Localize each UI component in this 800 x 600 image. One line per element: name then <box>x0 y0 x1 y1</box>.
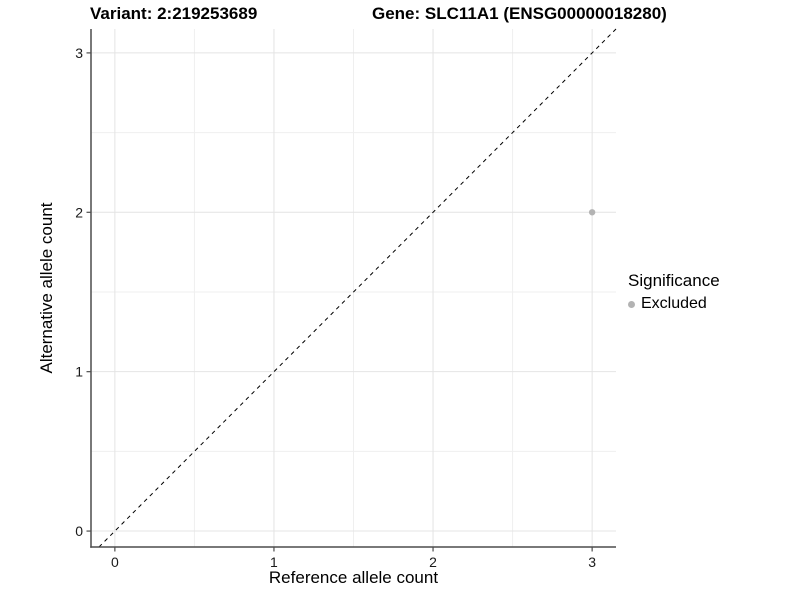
y-tick-label: 1 <box>75 364 83 380</box>
plot-title-variant: Variant: 2:219253689 <box>90 4 258 23</box>
legend-point-swatch-icon <box>628 300 635 308</box>
plot-title-gene: Gene: SLC11A1 (ENSG00000018280) <box>372 4 667 23</box>
legend-item-label: Excluded <box>641 295 707 312</box>
legend: Significance Excluded <box>628 271 720 313</box>
y-tick-label: 3 <box>75 45 83 61</box>
x-tick-label: 2 <box>429 554 437 570</box>
x-tick-label: 3 <box>588 554 596 570</box>
legend-title: Significance <box>628 271 720 290</box>
x-tick-label: 0 <box>111 554 119 570</box>
x-axis-title: Reference allele count <box>268 568 439 587</box>
y-tick-label: 2 <box>75 204 83 220</box>
identity-dashed-line <box>98 28 617 548</box>
data-point <box>588 209 596 216</box>
x-tick-label: 1 <box>270 554 278 570</box>
y-axis-title: Alternative allele count <box>37 202 56 374</box>
legend-item-excluded: Excluded <box>628 295 720 313</box>
y-tick-label: 0 <box>75 523 83 539</box>
